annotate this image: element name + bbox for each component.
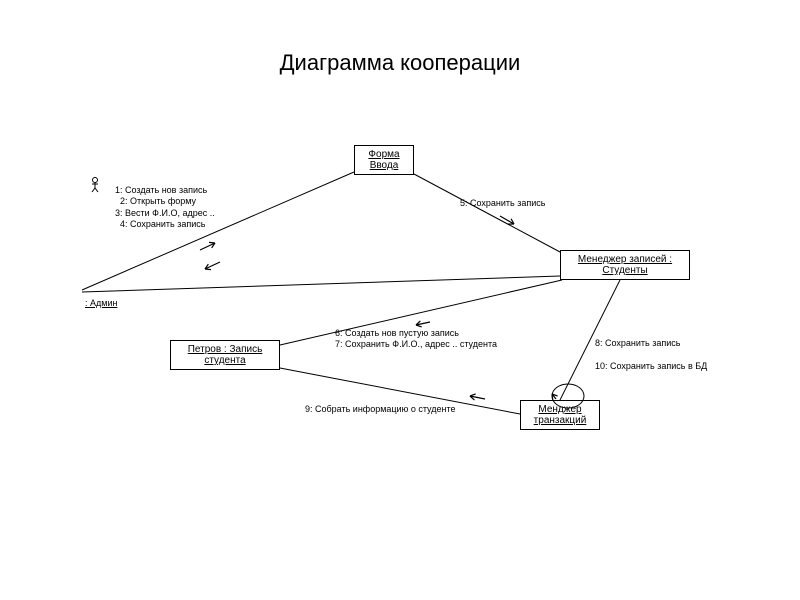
node-form-vvoda: Форма Ввода: [354, 145, 414, 175]
messages-8-10: 8: Сохранить запись 10: Сохранить запись…: [595, 338, 707, 372]
diagram-title: Диаграмма кооперации: [0, 50, 800, 76]
node-transaction-manager: Менджер транзакций: [520, 400, 600, 430]
node-petrov-line2: студента: [177, 355, 273, 366]
node-petrov-record: Петров : Запись студента: [170, 340, 280, 370]
messages-1-4: 1: Создать нов запись 2: Открыть форму 3…: [115, 185, 215, 230]
node-trans-line2: транзакций: [527, 415, 593, 426]
node-form-line1: Форма: [361, 149, 407, 160]
node-manager-records: Менеджер записей : Студенты: [560, 250, 690, 280]
node-manager-line2: Студенты: [567, 265, 683, 276]
message-9: 9: Собрать информацию о студенте: [305, 404, 456, 415]
message-5: 5: Сохранить запись: [460, 198, 545, 209]
node-manager-line1: Менеджер записей :: [567, 254, 683, 265]
node-trans-line1: Менджер: [527, 404, 593, 415]
diagram-edges: [0, 0, 800, 600]
node-form-line2: Ввода: [361, 160, 407, 171]
actor-admin-label: : Админ: [85, 298, 117, 308]
node-petrov-line1: Петров : Запись: [177, 344, 273, 355]
messages-6-7: 6: Создать нов пустую запись 7: Сохранит…: [335, 328, 497, 351]
